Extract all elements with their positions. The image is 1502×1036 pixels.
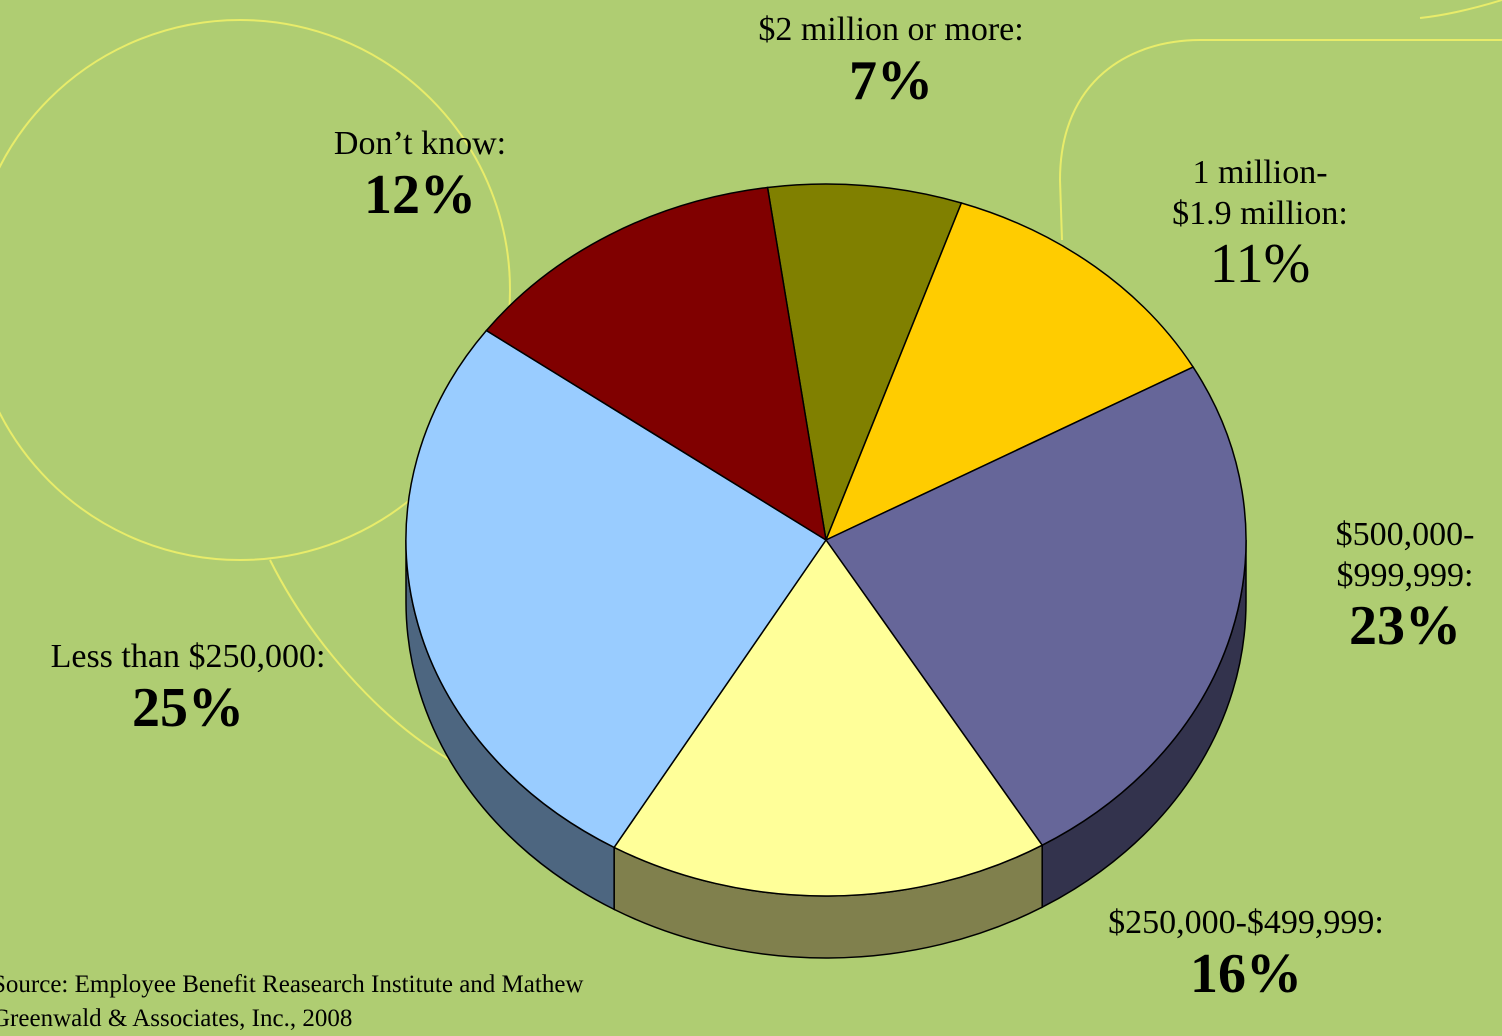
decor-curve-corner bbox=[1419, 0, 1502, 19]
slice-label: $250,000-$499,999: bbox=[1108, 904, 1384, 941]
slice-500-000-999-999 bbox=[824, 366, 1247, 847]
slice-label: Less than $250,000: bbox=[50, 638, 326, 675]
slice-value: 23% bbox=[1349, 595, 1461, 658]
slice-label: Don’t know: bbox=[333, 125, 507, 162]
decor-curve-right-tail bbox=[1059, 179, 1063, 241]
label-1-million-1-9-million: 1 million- $1.9 million: 11% bbox=[1130, 112, 1390, 337]
slice-less-than-250-000 bbox=[405, 329, 828, 849]
background-decor bbox=[0, 0, 1502, 761]
slice-don-t-know bbox=[485, 186, 828, 542]
label-500000-999999: $500,000- $999,999: 23% bbox=[1300, 474, 1502, 699]
slice-value: 7% bbox=[849, 49, 933, 112]
slice-label: $2 million or more: bbox=[758, 11, 1024, 48]
slice-1-million-1-9-million bbox=[824, 202, 1195, 542]
slice-value: 11% bbox=[1209, 233, 1311, 296]
slice-value: 16% bbox=[1190, 942, 1302, 1005]
slice-2-million-or-more bbox=[766, 183, 963, 543]
slice-label: 1 million- $1.9 million: bbox=[1172, 153, 1348, 232]
slice-label: $500,000- $999,999: bbox=[1335, 515, 1475, 594]
pie-tops bbox=[405, 183, 1247, 897]
label-dont-know: Don’t know: 12% bbox=[300, 124, 540, 226]
slice-value: 25% bbox=[132, 676, 244, 739]
decor-curve-right bbox=[1059, 39, 1502, 181]
source-note: Source: Employee Benefit Reasearch Insti… bbox=[0, 971, 584, 1032]
decor-circle-left bbox=[0, 19, 511, 561]
label-250000-499999: $250,000-$499,999: 16% bbox=[1066, 903, 1426, 1005]
decor-line-bottom bbox=[269, 559, 451, 761]
slice-value: 12% bbox=[364, 163, 476, 226]
label-2-million-or-more: $2 million or more: 7% bbox=[726, 10, 1056, 112]
slice-250-000-499-999 bbox=[613, 538, 1044, 897]
label-less-than-250000: Less than $250,000: 25% bbox=[8, 637, 368, 739]
